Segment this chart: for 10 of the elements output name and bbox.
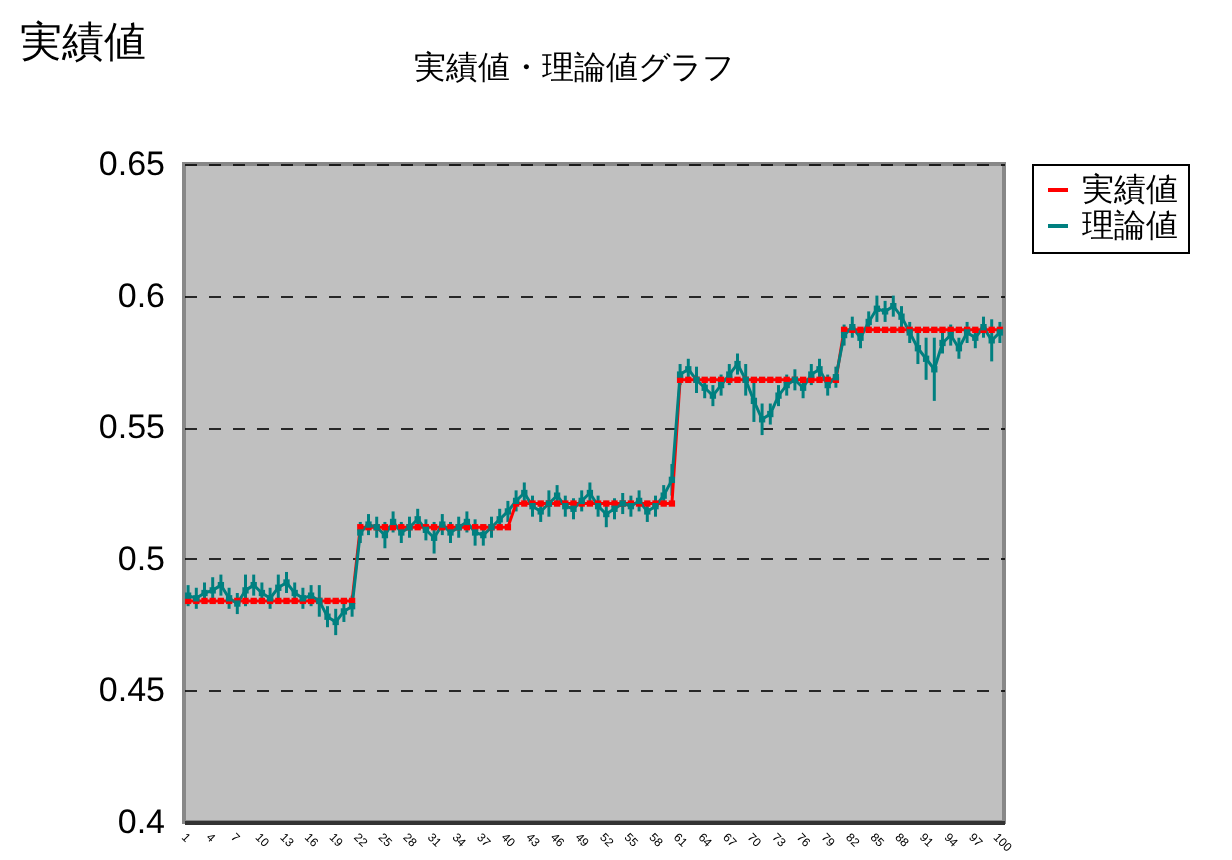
- y-tick-label: 0.55: [98, 408, 165, 447]
- y-axis-title: 実績値: [20, 20, 146, 66]
- y-tick-label: 0.65: [98, 145, 165, 183]
- chart-title: 実績値・理論値グラフ: [414, 50, 734, 86]
- legend-label: 理論値: [1082, 208, 1178, 244]
- y-tick-label: 0.6: [117, 276, 165, 315]
- y-tick-label: 0.4: [117, 803, 165, 841]
- y-tick-label: 0.45: [98, 671, 165, 710]
- y-tick-label: 0.5: [117, 539, 165, 578]
- legend-label: 実績値: [1082, 172, 1178, 208]
